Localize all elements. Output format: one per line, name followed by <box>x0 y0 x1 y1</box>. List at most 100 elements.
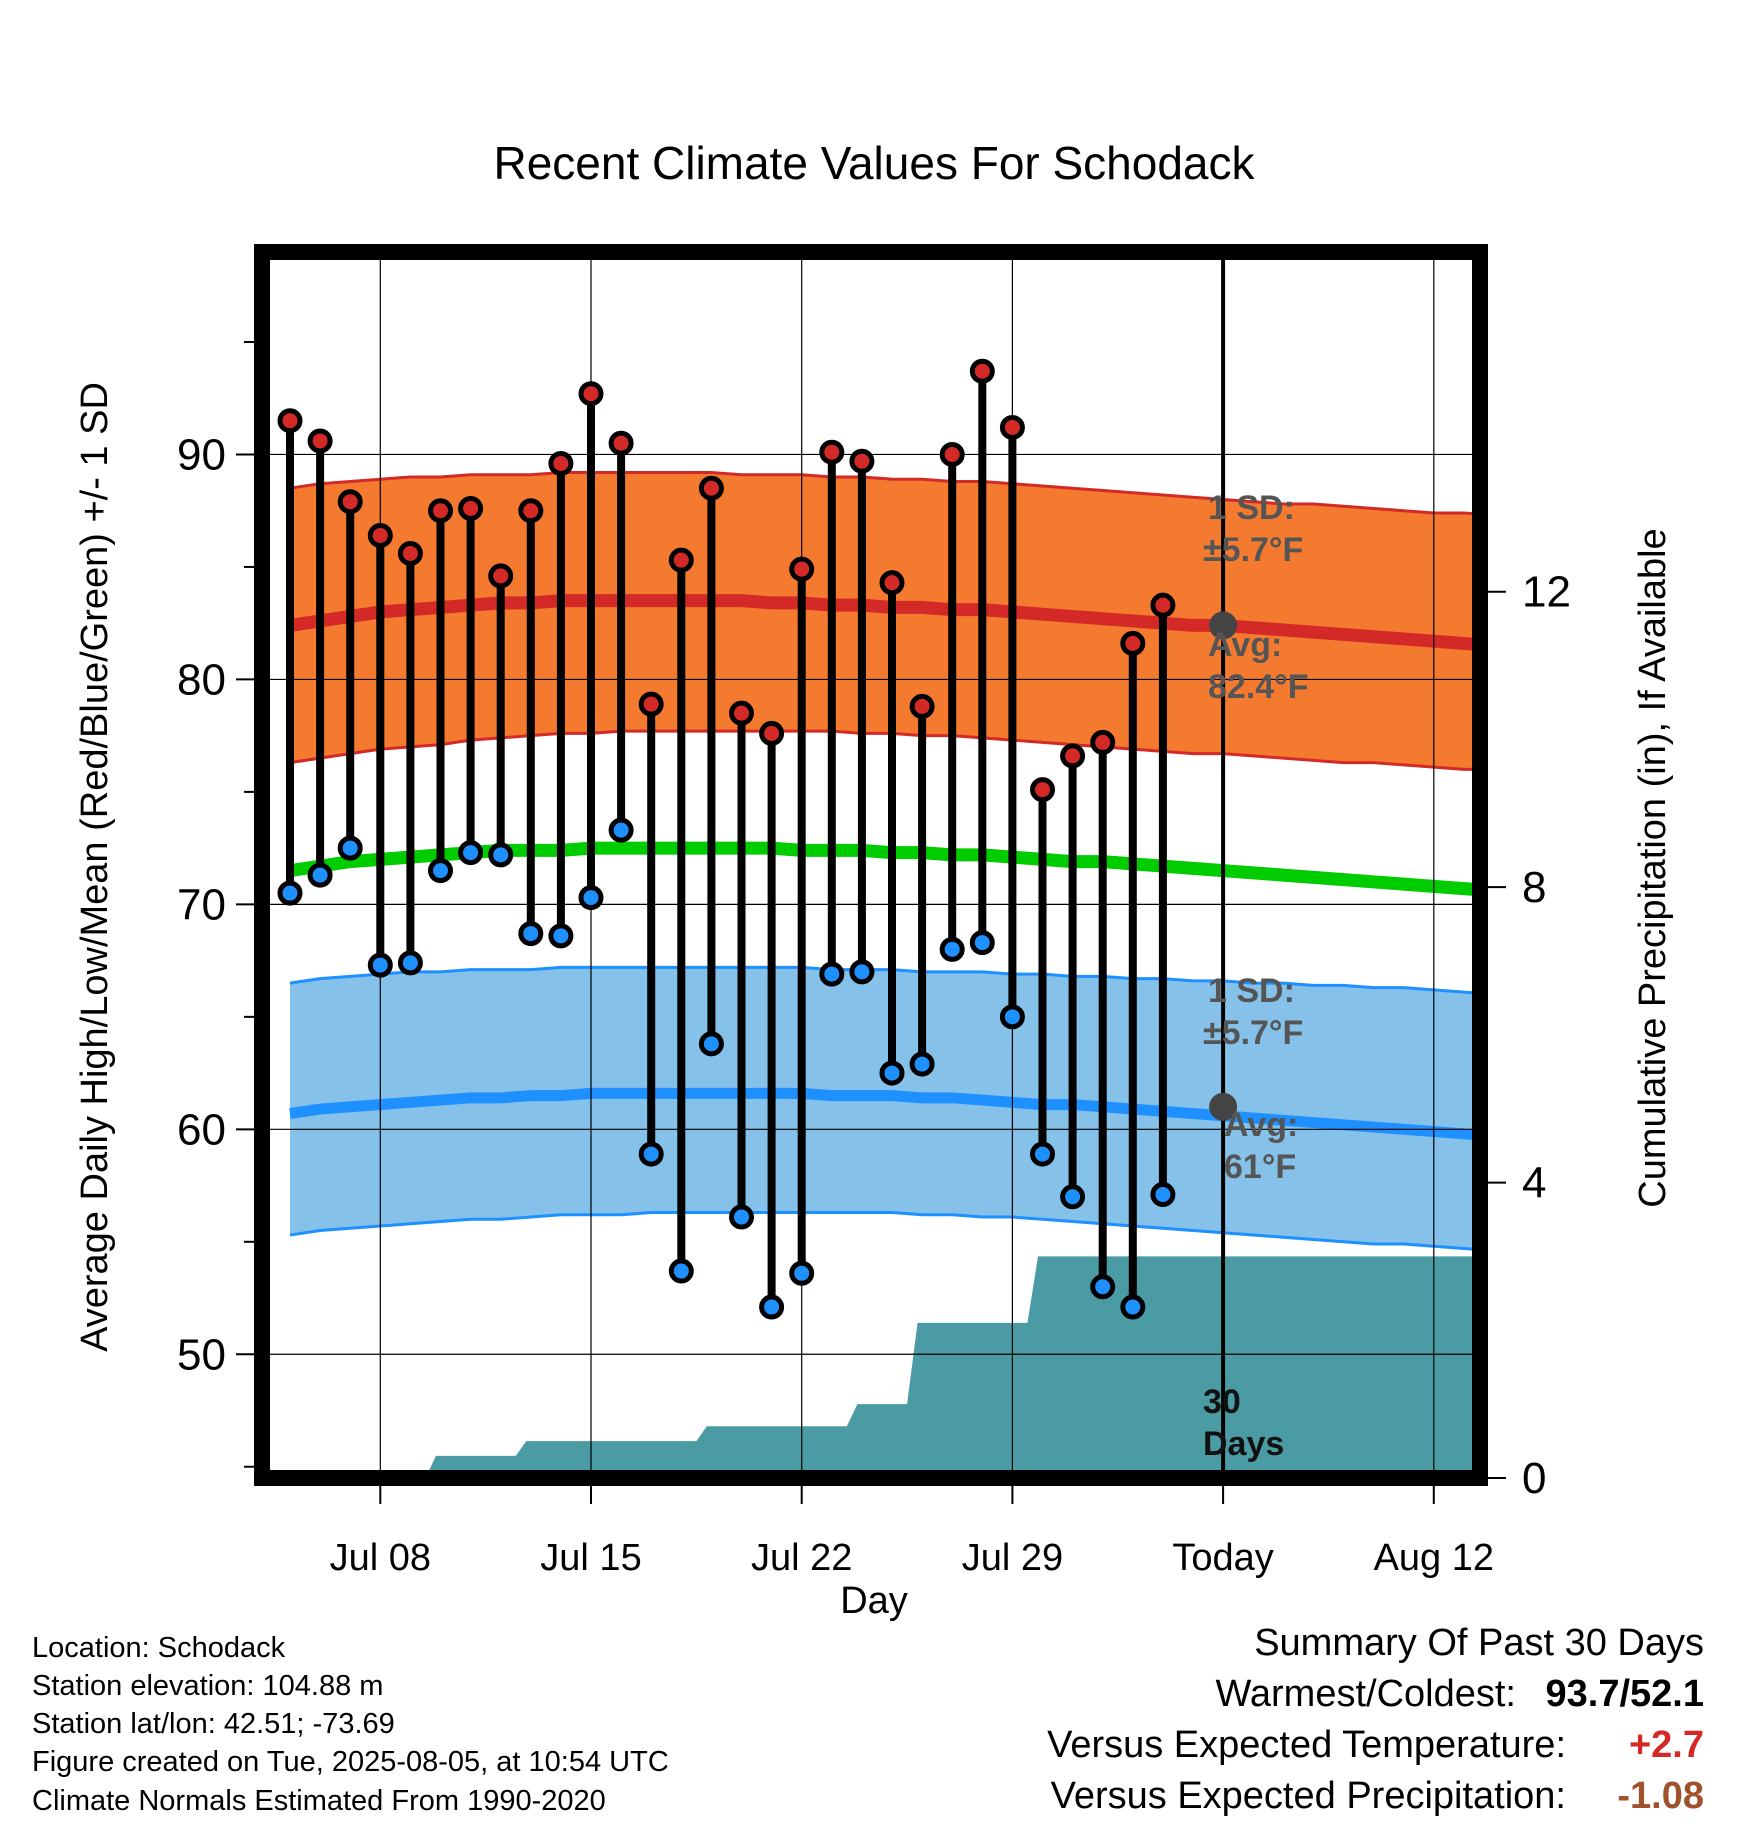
days-label-text: Days <box>1203 1425 1284 1463</box>
plot-area <box>262 252 1480 1478</box>
low-point <box>668 1258 694 1284</box>
plot-frame <box>254 244 1488 1486</box>
high-point <box>849 448 875 474</box>
y-tick-label: 50 <box>177 1330 226 1379</box>
high-point <box>488 563 514 589</box>
days-label-number: 30 <box>1203 1383 1241 1421</box>
high-sd-lower-line <box>289 729 1480 771</box>
high-sd-label: 1 SD: <box>1208 489 1295 527</box>
high-point <box>638 691 664 717</box>
x-tick-label: Jul 22 <box>751 1537 852 1579</box>
high-point <box>668 547 694 573</box>
low-avg-value: 61°F <box>1224 1148 1296 1186</box>
low-point <box>1120 1294 1146 1320</box>
high-point <box>428 498 453 524</box>
low-point <box>789 1260 815 1286</box>
high-point <box>999 414 1025 440</box>
low-point <box>729 1204 754 1230</box>
low-point <box>698 1031 724 1057</box>
high-point <box>307 428 333 454</box>
low-point <box>518 921 544 947</box>
low-point <box>879 1060 905 1086</box>
summary-precip-row: Versus Expected Precipitation: -1.08 <box>1051 1775 1704 1818</box>
high-point <box>789 556 815 582</box>
low-point <box>1090 1274 1116 1300</box>
high-avg-label: Avg: <box>1208 626 1282 664</box>
high-point <box>698 475 724 501</box>
low-point <box>277 880 303 906</box>
high-avg-value: 82.4°F <box>1208 668 1309 706</box>
y2-tick-label: 4 <box>1522 1159 1546 1208</box>
low-point <box>759 1294 785 1320</box>
summary-warmest-value: 93.7/52.1 <box>1545 1673 1704 1715</box>
low-point <box>819 961 845 987</box>
low-point <box>849 959 875 985</box>
y2-tick-label: 0 <box>1522 1454 1546 1503</box>
low-point <box>909 1051 935 1077</box>
high-point <box>1120 630 1146 656</box>
high-point <box>458 495 484 521</box>
y-tick-label: 70 <box>177 880 226 929</box>
low-point <box>488 842 514 868</box>
high-point <box>608 430 634 456</box>
high-point <box>1150 592 1176 618</box>
high-point <box>337 489 363 515</box>
low-sd-label: 1 SD: <box>1208 972 1295 1010</box>
summary-warmest-label: Warmest/Coldest: <box>1215 1673 1516 1715</box>
high-point <box>879 570 905 596</box>
low-point <box>428 858 453 884</box>
latlon-info: Station lat/lon: 42.51; -73.69 <box>32 1708 395 1740</box>
normals-info: Climate Normals Estimated From 1990-2020 <box>32 1785 606 1817</box>
summary-title: Summary Of Past 30 Days <box>1254 1622 1704 1664</box>
high-point <box>1060 743 1086 769</box>
low-mean-line <box>289 1087 1480 1144</box>
summary-precip-value: -1.08 <box>1617 1775 1704 1817</box>
low-point <box>608 817 634 843</box>
low-point <box>1150 1182 1176 1208</box>
high-point <box>277 408 303 434</box>
high-point <box>939 441 965 467</box>
summary-temp-value: +2.7 <box>1628 1724 1704 1766</box>
high-mean-line <box>289 594 1480 655</box>
high-point <box>367 522 393 548</box>
y-axis-label: Average Daily High/Low/Mean (Red/Blue/Gr… <box>74 382 116 1352</box>
y-tick-label: 60 <box>177 1105 226 1154</box>
high-point <box>729 700 754 726</box>
summary-precip-label: Versus Expected Precipitation: <box>1050 1775 1566 1817</box>
summary-warmest-row: Warmest/Coldest: 93.7/52.1 <box>1215 1673 1704 1716</box>
high-point <box>909 693 935 719</box>
high-point <box>548 450 574 476</box>
y2-tick-label: 12 <box>1522 568 1571 617</box>
elevation-info: Station elevation: 104.88 m <box>32 1670 384 1702</box>
low-point <box>337 835 363 861</box>
low-point <box>367 952 393 978</box>
low-point <box>939 936 965 962</box>
created-info: Figure created on Tue, 2025-08-05, at 10… <box>32 1746 669 1778</box>
low-point <box>1030 1141 1055 1167</box>
y-tick-label: 90 <box>177 430 226 479</box>
low-point <box>638 1141 664 1167</box>
low-sd-band <box>290 967 1480 1254</box>
x-tick-label: Jul 08 <box>330 1537 431 1579</box>
x-tick-label: Jul 15 <box>540 1537 641 1579</box>
high-point <box>759 720 785 746</box>
today-high-avg-marker <box>1209 611 1238 640</box>
precip-area <box>262 1256 1480 1478</box>
low-avg-label: Avg: <box>1224 1106 1298 1144</box>
low-point <box>397 950 423 976</box>
high-point <box>819 439 845 465</box>
low-point <box>458 840 484 866</box>
high-point <box>397 540 423 566</box>
low-point <box>307 862 333 888</box>
location-info: Location: Schodack <box>32 1632 286 1664</box>
summary-temp-label: Versus Expected Temperature: <box>1047 1724 1566 1766</box>
y-tick-label: 80 <box>177 655 226 704</box>
low-sd-lower-line <box>289 1211 1480 1255</box>
today-low-avg-marker <box>1209 1092 1238 1121</box>
x-tick-label: Jul 29 <box>962 1537 1063 1579</box>
low-point <box>1060 1184 1086 1210</box>
y2-tick-label: 8 <box>1522 863 1546 912</box>
x-axis-label: Day <box>840 1580 908 1622</box>
low-sd-upper-line <box>289 965 1480 999</box>
